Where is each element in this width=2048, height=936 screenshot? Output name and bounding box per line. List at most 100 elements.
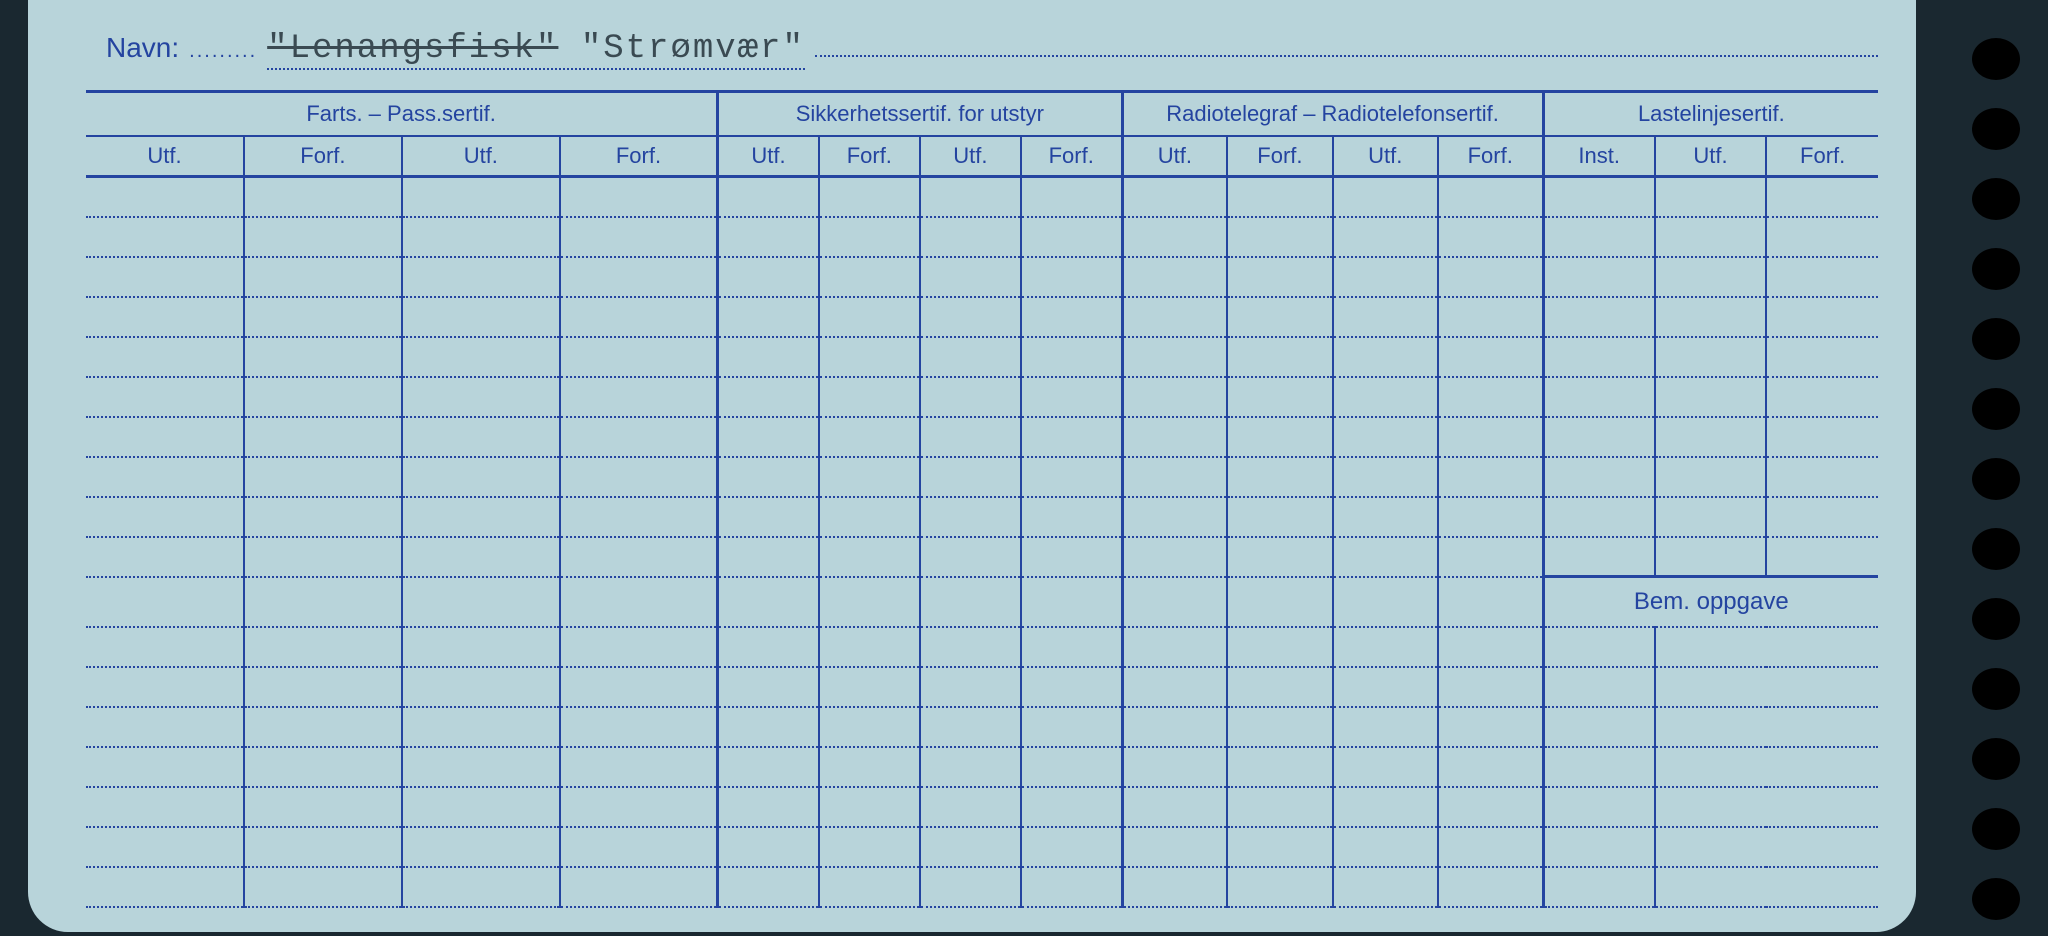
cell — [402, 867, 560, 907]
cell — [244, 417, 402, 457]
cell — [402, 257, 560, 297]
cell — [560, 417, 718, 457]
cell — [560, 827, 718, 867]
cell — [1021, 627, 1122, 667]
cell — [1021, 417, 1122, 457]
cell — [819, 177, 920, 217]
cell — [1655, 867, 1878, 907]
table-row — [86, 377, 1878, 417]
cell — [1021, 457, 1122, 497]
cell — [1543, 337, 1655, 377]
cell — [1122, 217, 1227, 257]
cell — [1438, 217, 1543, 257]
table-row — [86, 707, 1878, 747]
name-value-old: "Lenangsfisk" — [267, 30, 558, 68]
cell — [86, 827, 244, 867]
certificate-table: Farts. – Pass.sertif. Sikkerhetssertif. … — [86, 90, 1878, 908]
punch-hole — [1972, 668, 2020, 710]
table-row — [86, 257, 1878, 297]
punch-hole — [1972, 808, 2020, 850]
cell — [1227, 217, 1332, 257]
cell — [402, 747, 560, 787]
cell — [402, 217, 560, 257]
cell — [1543, 457, 1655, 497]
cell — [920, 297, 1021, 337]
cell — [1655, 417, 1767, 457]
cell — [244, 707, 402, 747]
punch-hole — [1972, 178, 2020, 220]
table-row — [86, 217, 1878, 257]
cell — [1543, 787, 1655, 827]
name-value-current: "Strømvær" — [581, 30, 805, 68]
cell — [1655, 827, 1878, 867]
cell — [1655, 667, 1878, 707]
cell — [402, 457, 560, 497]
cell — [244, 747, 402, 787]
cell — [1021, 747, 1122, 787]
cell — [402, 537, 560, 577]
cell — [1122, 537, 1227, 577]
cell — [1543, 417, 1655, 457]
cell — [1333, 787, 1438, 827]
cell — [1438, 417, 1543, 457]
col-header: Utf. — [402, 136, 560, 177]
cell — [86, 177, 244, 217]
cell — [819, 337, 920, 377]
col-header: Forf. — [819, 136, 920, 177]
cell — [920, 417, 1021, 457]
cell — [1438, 497, 1543, 537]
cell — [402, 667, 560, 707]
cell — [718, 297, 819, 337]
cell — [1122, 577, 1227, 627]
cell — [718, 417, 819, 457]
col-header: Utf. — [86, 136, 244, 177]
record-card: Navn: ......... "Lenangsfisk" "Strømvær"… — [28, 0, 1916, 932]
cell — [1227, 667, 1332, 707]
table-sub-header-row: Utf. Forf. Utf. Forf. Utf. Forf. Utf. Fo… — [86, 136, 1878, 177]
cell — [1438, 787, 1543, 827]
cell — [1227, 337, 1332, 377]
cell — [1227, 707, 1332, 747]
cell — [86, 787, 244, 827]
table-row — [86, 297, 1878, 337]
cell — [560, 867, 718, 907]
bem-oppgave-header: Bem. oppgave — [1543, 577, 1878, 627]
cell — [1543, 377, 1655, 417]
group-header: Radiotelegraf – Radiotelefonsertif. — [1122, 92, 1543, 137]
cell — [244, 667, 402, 707]
punch-hole — [1972, 388, 2020, 430]
cell — [1333, 667, 1438, 707]
cell — [1021, 707, 1122, 747]
cell — [1438, 377, 1543, 417]
cell — [1021, 827, 1122, 867]
cell — [1333, 577, 1438, 627]
cell — [86, 217, 244, 257]
cell — [718, 257, 819, 297]
cell — [920, 457, 1021, 497]
cell — [1333, 217, 1438, 257]
cell — [1333, 537, 1438, 577]
cell — [1227, 827, 1332, 867]
cell — [1655, 707, 1878, 747]
cell — [1333, 297, 1438, 337]
cell — [920, 577, 1021, 627]
cell — [1766, 297, 1878, 337]
cell — [1655, 627, 1878, 667]
cell — [1227, 377, 1332, 417]
col-header: Forf. — [1227, 136, 1332, 177]
cell — [560, 537, 718, 577]
cell — [1438, 667, 1543, 707]
cell — [560, 577, 718, 627]
cell — [1333, 747, 1438, 787]
cell — [1021, 217, 1122, 257]
cell — [244, 577, 402, 627]
cell — [1438, 297, 1543, 337]
cell — [1655, 297, 1767, 337]
cell — [560, 747, 718, 787]
cell — [1543, 217, 1655, 257]
cell — [920, 337, 1021, 377]
cell — [1438, 747, 1543, 787]
cell — [1021, 667, 1122, 707]
name-underline — [815, 55, 1878, 57]
table-row — [86, 177, 1878, 217]
